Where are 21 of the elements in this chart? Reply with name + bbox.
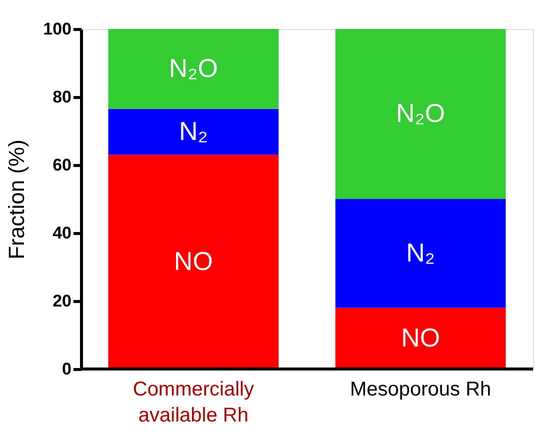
y-tick-label: 40 (52, 224, 72, 242)
y-tick-label: 20 (52, 292, 72, 310)
text: NO (174, 246, 213, 276)
y-axis-title: Fraction (%) (4, 140, 30, 260)
series-label: N₂ (178, 116, 208, 146)
bar (335, 199, 506, 308)
bar (108, 154, 279, 369)
x-tick-label: Commercially available Rh (132, 378, 254, 426)
y-tick-label: 80 (52, 88, 72, 106)
series-label: N₂O (168, 52, 218, 83)
bar (108, 29, 279, 109)
text: N₂O (396, 98, 446, 128)
y-tick-label: 0 (62, 360, 72, 378)
series-label: NO (401, 322, 440, 352)
y-tick-label: 60 (52, 156, 72, 174)
y-tick-label: 100 (43, 20, 72, 38)
bar (335, 308, 506, 369)
bar (335, 29, 506, 199)
bar (108, 108, 279, 155)
text: N₂ (406, 237, 436, 268)
x-tick-label: Mesoporous Rh (350, 378, 492, 400)
